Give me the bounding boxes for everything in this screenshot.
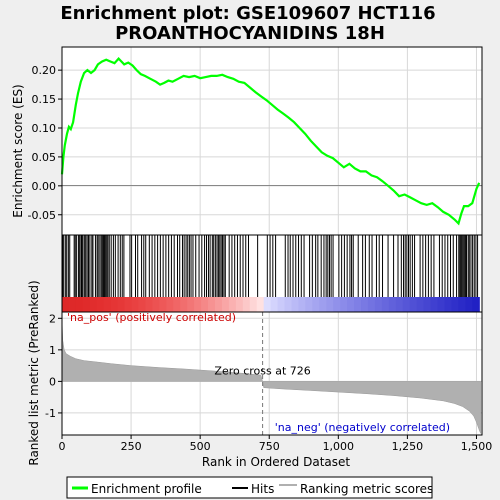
color-bar-segment: [89, 297, 98, 312]
negative-label: 'na_neg' (negatively correlated): [275, 421, 450, 434]
color-bar-segment: [430, 297, 439, 312]
color-bar-segment: [291, 297, 300, 312]
chart-title: Enrichment plot: GSE109607 HCT116: [60, 3, 435, 24]
color-bar-segment: [242, 297, 251, 312]
color-bar-segment: [437, 297, 446, 312]
color-bar-segment: [340, 297, 348, 312]
enrichment-profile-line: [60, 56, 481, 226]
metric-tick-label: 0: [49, 375, 56, 388]
color-bar-segment: [298, 297, 306, 312]
es-tick-label: 0.05: [32, 151, 57, 164]
color-bar-segment: [117, 297, 126, 312]
x-tick-label: 250: [121, 440, 142, 453]
color-bar-segment: [374, 297, 383, 312]
color-bar-segment: [277, 297, 286, 312]
color-bar-segment: [124, 297, 133, 312]
color-bar-segment: [249, 297, 258, 312]
color-bar-segment: [96, 297, 105, 312]
x-tick-label: 500: [190, 440, 211, 453]
color-bar-segment: [138, 297, 147, 312]
legend-enrichment-label: Enrichment profile: [91, 482, 202, 496]
color-bar-segment: [159, 297, 167, 312]
es-tick-label: 0.15: [32, 93, 57, 106]
color-bar-segment: [152, 297, 160, 312]
es-tick-label: -0.05: [28, 209, 56, 222]
color-bar-segment: [388, 297, 397, 312]
zero-cross-label: Zero cross at 726: [214, 364, 310, 377]
color-bar-segment: [62, 297, 70, 312]
x-tick-label: 1,250: [392, 440, 424, 453]
color-bar-segment: [75, 297, 84, 312]
color-bar-segment: [228, 297, 237, 312]
metric-panel-border: [61, 311, 483, 436]
color-bar-segment: [347, 297, 355, 312]
metric-y-label: Ranked list metric (PreRanked): [27, 280, 41, 465]
x-ticks: 0 250 500 750 1,000 1,250 1,500: [59, 435, 493, 453]
x-tick-label: 1,000: [323, 440, 355, 453]
color-bar-segment: [173, 297, 181, 312]
color-bar-segment: [444, 297, 453, 312]
es-y-label: Enrichment score (ES): [11, 84, 25, 217]
color-bar-segment: [180, 297, 188, 312]
color-bar-segment: [110, 297, 119, 312]
hits-track: [62, 235, 479, 297]
color-bar-segment: [326, 297, 334, 312]
legend-metric-label: Ranking metric scores: [300, 482, 433, 496]
metric-y-ticks: 2 1 0 -1: [45, 312, 62, 420]
es-panel: [62, 47, 482, 235]
color-bar-segment: [305, 297, 313, 312]
color-bar-segment: [221, 297, 230, 312]
color-bar-segment: [333, 297, 341, 312]
color-bar-segment: [465, 297, 473, 312]
x-tick-label: 1,500: [461, 440, 493, 453]
color-bar-segment: [235, 297, 244, 312]
color-bar-segment: [458, 297, 466, 312]
color-bar-segment: [354, 297, 362, 312]
color-bar-segment: [68, 297, 77, 312]
color-bar-segment: [312, 297, 320, 312]
color-bar-segment: [284, 297, 293, 312]
es-y-ticks: 0.20 0.15 0.10 0.05 0.00 -0.05: [28, 64, 62, 222]
color-bar-segment: [82, 297, 91, 312]
positive-label: 'na_pos' (positively correlated): [67, 311, 236, 324]
color-bar-segment: [208, 297, 216, 312]
color-bar-segment: [395, 297, 404, 312]
es-tick-label: 0.10: [32, 122, 57, 135]
metric-tick-label: -1: [45, 407, 56, 420]
metric-tick-label: 1: [49, 344, 56, 357]
color-bar-segment: [409, 297, 418, 312]
color-bar-segment: [145, 297, 154, 312]
x-tick-label: 750: [259, 440, 280, 453]
color-bar-segment: [361, 297, 369, 312]
legend-hits-label: Hits: [251, 482, 274, 496]
chart-subtitle: PROANTHOCYANIDINS 18H: [115, 23, 385, 44]
color-bar-segment: [472, 297, 480, 312]
color-bar-segment: [270, 297, 279, 312]
color-bar-segment: [319, 297, 327, 312]
color-bar-segment: [381, 297, 390, 312]
color-bar-segment: [367, 297, 376, 312]
color-bar-segment: [402, 297, 411, 312]
color-bar-segment: [166, 297, 174, 312]
color-bar-segment: [256, 297, 265, 312]
color-bar-segment: [214, 297, 223, 312]
color-bar-segment: [131, 297, 140, 312]
color-bar-segment: [416, 297, 425, 312]
color-bar-segment: [263, 297, 272, 312]
ranking-metric-area: [61, 318, 481, 434]
x-axis-label: Rank in Ordered Dataset: [202, 455, 350, 469]
color-bar-segment: [194, 297, 202, 312]
color-bar-segment: [201, 297, 209, 312]
color-bar-segment: [103, 297, 112, 312]
color-bar-segment: [423, 297, 432, 312]
metric-tick-label: 2: [49, 312, 56, 325]
ranking-color-bar: [62, 297, 480, 312]
legend-box: [66, 476, 433, 499]
es-tick-label: 0.00: [32, 180, 57, 193]
color-bar-segment: [187, 297, 195, 312]
es-tick-label: 0.20: [32, 64, 57, 77]
color-bar-segment: [451, 297, 459, 312]
x-tick-label: 0: [59, 440, 66, 453]
